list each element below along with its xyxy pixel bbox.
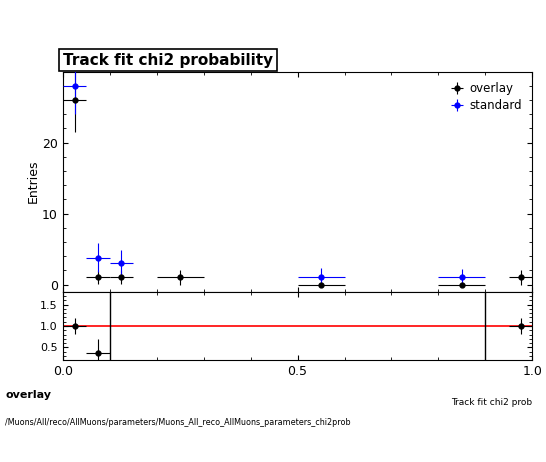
- Text: /Muons/All/reco/AllMuons/parameters/Muons_All_reco_AllMuons_parameters_chi2prob: /Muons/All/reco/AllMuons/parameters/Muon…: [5, 418, 351, 427]
- Y-axis label: Entries: Entries: [26, 160, 39, 203]
- Legend: overlay, standard: overlay, standard: [446, 78, 526, 116]
- Text: overlay: overlay: [5, 390, 51, 401]
- Text: Track fit chi2 probability: Track fit chi2 probability: [63, 53, 273, 67]
- Text: Track fit chi2 prob: Track fit chi2 prob: [451, 398, 532, 407]
